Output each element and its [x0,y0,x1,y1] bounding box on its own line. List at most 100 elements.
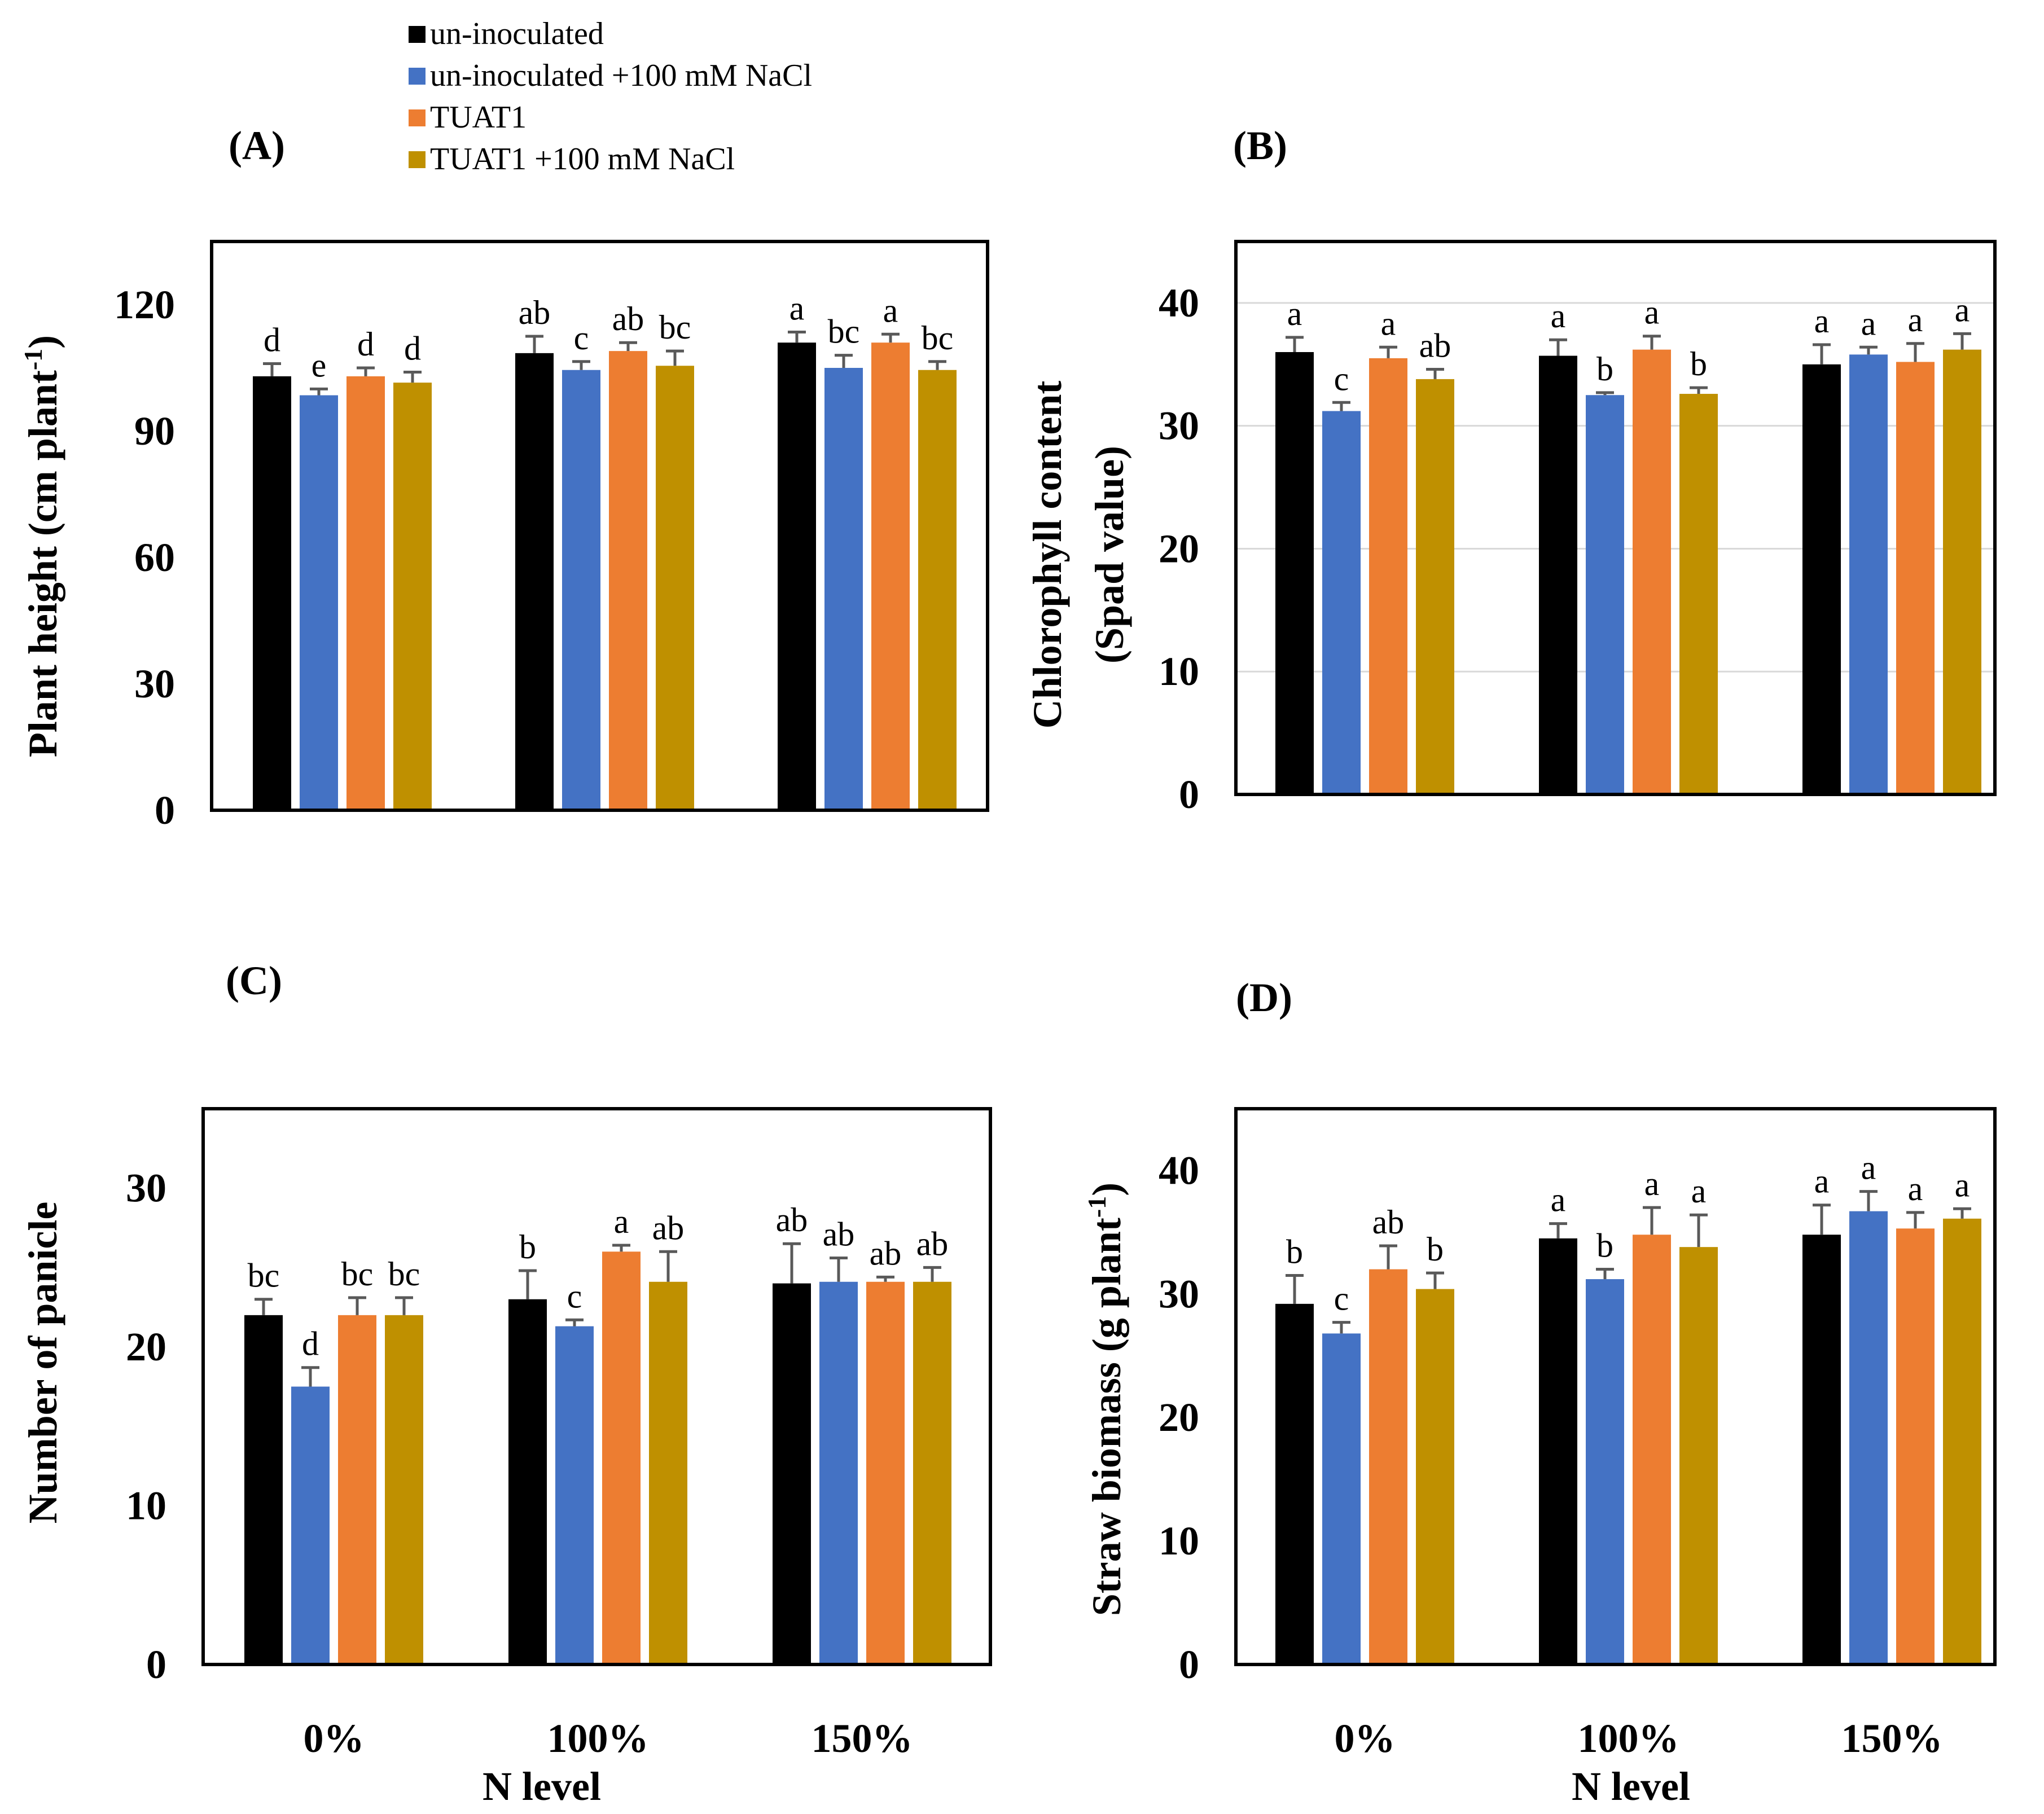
error-bar [263,362,281,376]
significance-letter: ab [612,300,644,337]
significance-letter: c [574,319,589,357]
bar-100pct-series-2 [555,1326,594,1664]
error-bar [1426,1271,1444,1289]
error-bar [1596,391,1614,396]
bars [244,1251,951,1664]
error-bar [876,1275,894,1282]
error-bar [348,1296,366,1315]
bar-0pct-series-3 [1369,358,1407,794]
significance-letter: ab [1372,1204,1405,1241]
bar-150pct-series-3 [871,342,910,810]
significance-letter: a [789,290,805,327]
plot-frame [1234,1107,1997,1666]
bar-0pct-series-4 [1416,379,1454,794]
error-bar [612,1244,630,1252]
y-tick-label: 20 [126,1324,166,1369]
bar-0pct-series-2 [300,395,338,810]
error-bar [1286,336,1304,352]
significance-letter: a [1955,291,1970,328]
x-category-labels: 0% 100% 150% [1335,1716,1943,1761]
significance-letter: bc [828,313,860,350]
error-bar [1379,345,1397,358]
plot-frame [201,1107,992,1666]
bar-0pct-series-2 [1322,411,1361,794]
bar-0pct-series-1 [244,1315,283,1664]
y-axis-title-d: Straw biomass (g plant-1) [1082,1183,1129,1616]
bars [253,342,957,810]
significance-letter: a [1814,1163,1830,1200]
bar-100pct-series-1 [1539,1238,1577,1664]
error-bar [1549,1222,1567,1238]
error-bar [619,341,637,352]
error-bar [928,360,946,370]
bar-100pct-series-1 [515,353,554,810]
error-bar [395,1296,413,1315]
y-tick-labels: 0 30 60 90 120 [114,282,175,833]
significance-letter: a [1551,1181,1566,1219]
error-bar [301,1366,319,1387]
y-axis-title: Straw biomass (g plant-1) [1082,1183,1129,1616]
bar-150pct-series-1 [1802,1235,1841,1664]
error-bar [783,1242,801,1284]
significance-letter: b [519,1228,536,1266]
error-bar [403,370,422,383]
error-bar [835,354,853,368]
bar-150pct-series-4 [918,370,957,810]
bar-150pct-series-2 [824,368,863,810]
significance-letter: ab [823,1216,855,1253]
error-bar [572,360,590,370]
y-tick-label: 20 [1159,526,1199,571]
legend-label: un-inoculated [430,16,604,51]
x-category-label: 100% [547,1716,649,1761]
bar-150pct-series-2 [819,1281,858,1664]
panel-b: (B) Chlorophyll content (Spad value) aca… [1025,123,1997,817]
bar-100pct-series-2 [1586,1279,1624,1664]
y-tick-label: 120 [114,282,175,327]
significance-letter: a [614,1203,629,1240]
significance-letter: ab [870,1235,902,1272]
significance-letter: ab [1419,327,1451,364]
error-bars [255,1242,941,1387]
y-tick-label: 10 [1159,1518,1199,1563]
bar-100pct-series-2 [1586,395,1624,794]
significance-letter: b [1427,1231,1444,1268]
y-tick-label: 40 [1159,280,1199,326]
bar-100pct-series-2 [562,370,600,810]
bar-100pct-series-1 [1539,355,1577,794]
error-bar [1906,342,1924,362]
error-bar [1859,345,1878,355]
error-bars [263,331,946,396]
bar-150pct-series-4 [1943,1218,1981,1664]
significance-letter: bc [248,1257,280,1294]
panel-label-b: (B) [1233,123,1287,168]
bar-150pct-series-1 [778,342,816,810]
error-bar [1643,335,1661,350]
significance-letter: b [1596,1227,1613,1264]
error-bar [1549,338,1567,356]
y-tick-label: 0 [146,1642,166,1687]
legend-label: TUAT1 +100 mM NaCl [430,142,735,177]
error-bar [1953,1207,1971,1219]
significance-letter: ab [916,1225,949,1262]
y-axis-title-main: Straw biomass (g plant [1084,1218,1129,1616]
y-axis-title-line2: (Spad value) [1087,446,1132,664]
bar-150pct-series-4 [1943,349,1981,794]
y-tick-label: 10 [126,1483,166,1528]
panel-label-d: (D) [1236,975,1292,1020]
significance-letter: a [1861,1149,1876,1187]
significance-letter: d [404,330,421,367]
legend: un-inoculated un-inoculated +100 mM NaCl… [409,16,812,177]
error-bar [1906,1211,1924,1229]
y-tick-labels: 0 10 20 30 40 [1159,1148,1199,1687]
y-tick-label: 0 [1179,772,1199,817]
bar-0pct-series-1 [1275,352,1314,794]
y-tick-label: 40 [1159,1148,1199,1193]
significance-letter: bc [659,309,691,346]
significance-letter: bc [922,319,954,357]
legend-label: un-inoculated +100 mM NaCl [430,58,812,93]
y-tick-label: 30 [126,1166,166,1211]
